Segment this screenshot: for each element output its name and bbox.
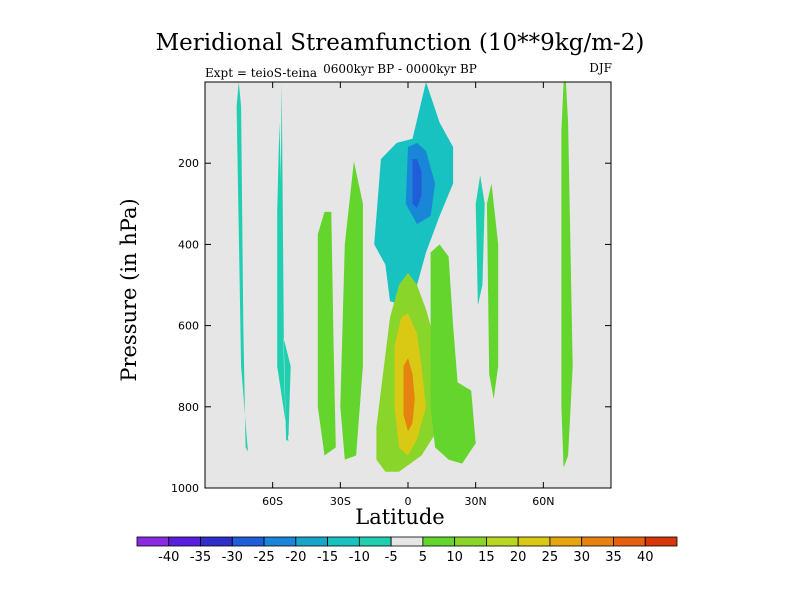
colorbar-label: -15 xyxy=(317,550,338,565)
colorbar-label: -10 xyxy=(349,550,370,565)
colorbar-swatch xyxy=(358,536,392,547)
colorbar-label: -30 xyxy=(222,550,243,565)
colorbar-swatch xyxy=(231,536,265,547)
colorbar-swatch xyxy=(613,536,646,547)
pos-column-35N xyxy=(486,183,499,399)
season-label: DJF xyxy=(589,61,612,75)
y-tick-label: 800 xyxy=(178,401,199,414)
colorbar-swatch xyxy=(390,536,424,547)
colorbar-label: 5 xyxy=(419,550,427,565)
pos-column-37S xyxy=(317,211,336,456)
x-axis-label: Latitude xyxy=(355,505,445,529)
colorbar-label: 10 xyxy=(446,550,463,565)
colorbar-swatch xyxy=(454,536,487,547)
neg-max-3N xyxy=(412,159,422,208)
chart-title: Meridional Streamfunction (10**9kg/m-2) xyxy=(155,30,645,56)
x-tick-label: 0 xyxy=(405,495,412,508)
colorbar: -40 -35 -30 -25 -20 -15 -10 -5 5 10 15 20 25 30 35 40 xyxy=(136,536,678,565)
colorbar-label: -35 xyxy=(190,550,211,565)
colorbar-label: 25 xyxy=(542,550,559,565)
colorbar-swatch xyxy=(517,536,551,547)
colorbar-swatch xyxy=(295,536,328,547)
colorbar-label: 20 xyxy=(510,550,527,565)
colorbar-swatch xyxy=(327,536,360,547)
pos-max-0 xyxy=(403,358,415,432)
y-tick-label: 200 xyxy=(178,157,199,170)
colorbar-label: 15 xyxy=(478,550,495,565)
colorbar-label: 30 xyxy=(573,550,590,565)
contour-features xyxy=(236,82,573,472)
colorbar-label: 35 xyxy=(605,550,622,565)
neg-column-57S xyxy=(277,122,289,442)
colorbar-label: -40 xyxy=(158,550,179,565)
y-tick-label: 1000 xyxy=(171,482,199,495)
colorbar-label: -25 xyxy=(253,550,274,565)
y-tick-label: 600 xyxy=(178,320,199,333)
colorbar-swatch xyxy=(644,536,678,547)
colorbar-swatch xyxy=(581,536,614,547)
colorbar-swatch xyxy=(263,536,297,547)
colorbar-swatch xyxy=(136,536,170,547)
colorbar-swatch xyxy=(549,536,583,547)
axis-ticks: 60S 30S 0 30N 60N 200 400 600 800 1000 xyxy=(171,82,611,508)
y-tick-label: 400 xyxy=(178,238,199,251)
colorbar-swatch xyxy=(486,536,519,547)
colorbar-swatch xyxy=(422,536,456,547)
pos-column-15N xyxy=(430,244,476,464)
neg-column-60S-small xyxy=(279,82,291,442)
colorbar-label: 40 xyxy=(637,550,654,565)
pos-column-25S xyxy=(340,161,363,460)
x-tick-label: 60N xyxy=(532,495,554,508)
experiment-label: Expt = teioS-teina xyxy=(205,66,318,80)
colorbar-swatch xyxy=(200,536,233,547)
colorbar-label: -20 xyxy=(285,550,306,565)
x-tick-label: 60S xyxy=(262,495,283,508)
x-tick-label: 30S xyxy=(330,495,351,508)
neg-column-70S xyxy=(236,82,248,452)
chart-subtitle: 0600kyr BP - 0000kyr BP xyxy=(323,62,477,76)
colorbar-label: -5 xyxy=(385,550,398,565)
pos-column-70N xyxy=(561,82,573,468)
neg-column-31N xyxy=(475,175,485,306)
colorbar-swatch xyxy=(168,536,201,547)
x-tick-label: 30N xyxy=(465,495,487,508)
